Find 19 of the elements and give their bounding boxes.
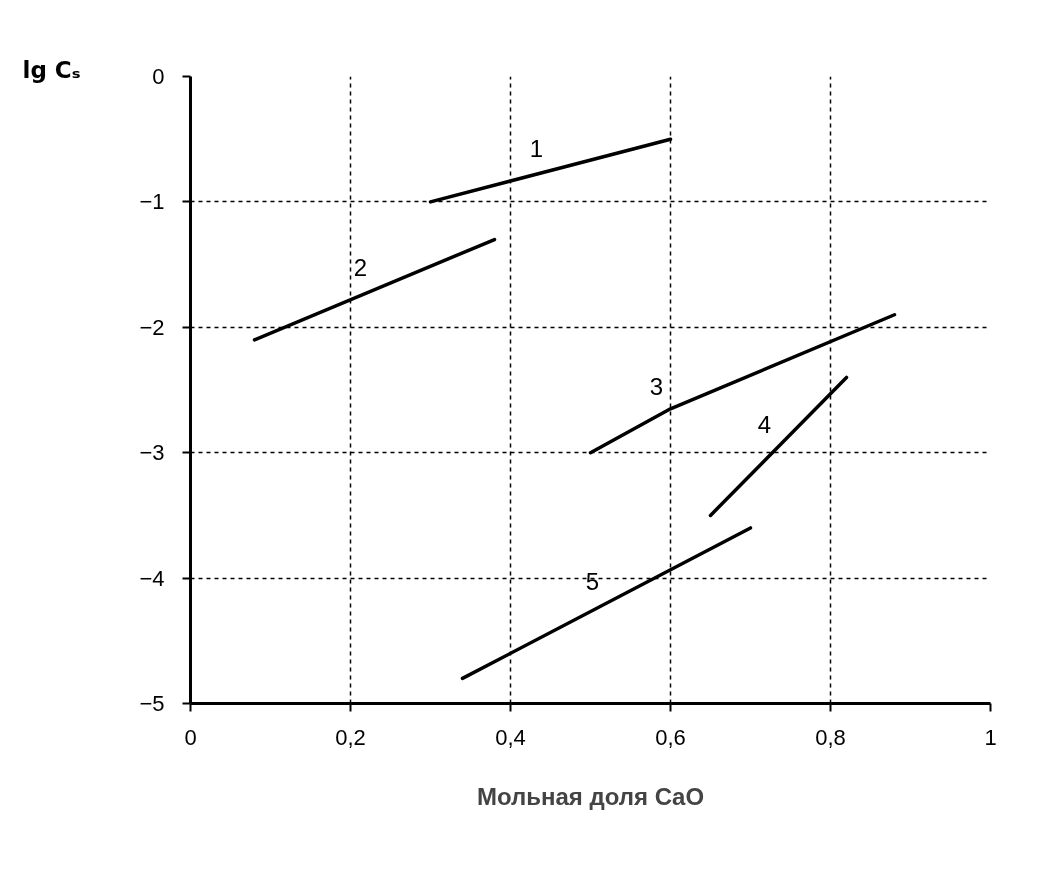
y-axis-title: lg Cₛ [22, 56, 81, 83]
series-label: 1 [529, 135, 544, 163]
x-tick-label: 0 [184, 724, 197, 750]
series-label: 5 [585, 567, 600, 595]
y-tick-label: −4 [139, 565, 165, 591]
y-tick-label: 0 [152, 64, 165, 89]
y-tick-label: −3 [139, 440, 165, 466]
x-tick-label: 0,4 [495, 724, 526, 750]
x-axis-title: Мольная доля CaO [476, 782, 705, 810]
y-tick-label: −1 [139, 189, 165, 215]
x-tick-label: 0,2 [335, 724, 366, 750]
series-label: 3 [649, 373, 664, 401]
series-label: 2 [353, 254, 368, 282]
x-tick-label: 0,8 [815, 724, 846, 750]
y-tick-label: −2 [139, 314, 165, 340]
x-tick-label: 0,6 [655, 724, 686, 750]
series-label: 4 [757, 410, 772, 438]
y-tick-label: −5 [139, 691, 165, 716]
x-tick-label: 1 [984, 724, 997, 750]
